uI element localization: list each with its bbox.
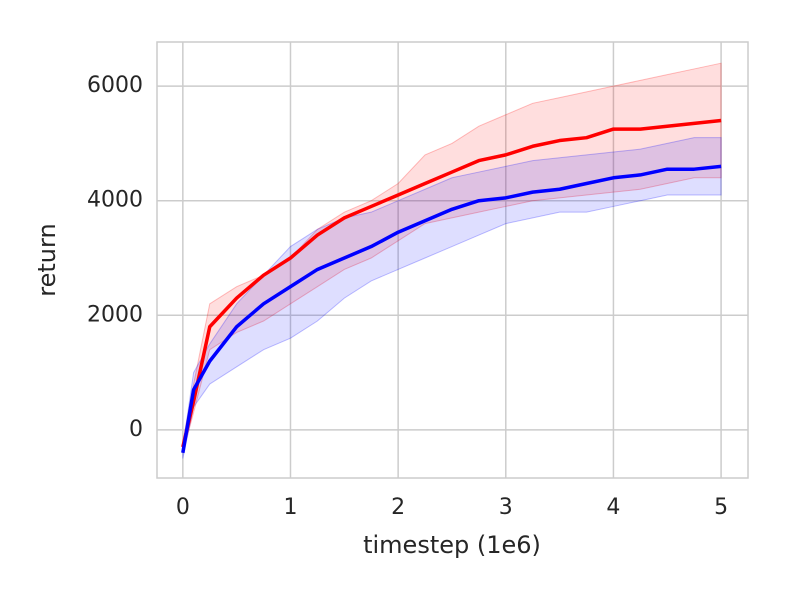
y-tick-label: 0 [129,417,143,442]
y-tick-label: 6000 [87,73,143,98]
y-axis-label: return [33,223,61,296]
line [181,118,722,448]
plot-frame [156,41,749,479]
x-tick-label: 4 [606,495,620,520]
x-tick-label: 5 [714,495,728,520]
y-tick-label: 2000 [87,302,143,327]
x-tick-label: 3 [499,495,513,520]
x-tick-label: 2 [391,495,405,520]
line [181,164,722,454]
x-axis-label: timestep (1e6) [363,531,541,559]
y-tick-label: 4000 [87,188,143,213]
x-tick-label: 0 [176,495,190,520]
band [182,62,722,453]
x-tick-label: 1 [283,495,297,520]
